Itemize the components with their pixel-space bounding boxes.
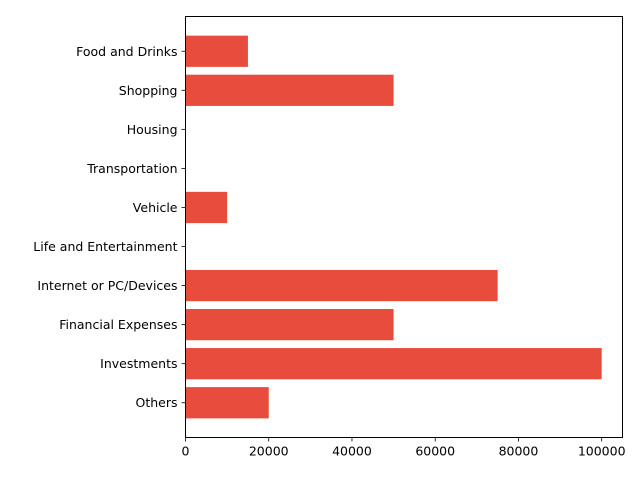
bar-financial-expenses bbox=[185, 309, 394, 341]
bar-food-and-drinks bbox=[185, 35, 248, 67]
y-tick-label: Financial Expenses bbox=[59, 317, 177, 332]
x-tick-label: 20000 bbox=[249, 444, 289, 459]
y-tick-label: Life and Entertainment bbox=[33, 239, 177, 254]
x-axis-ticks: 0 20000 40000 60000 80000 100000 bbox=[182, 437, 626, 459]
x-tick-label: 100000 bbox=[578, 444, 626, 459]
x-tick-label: 40000 bbox=[332, 444, 372, 459]
bar-shopping bbox=[185, 74, 394, 106]
bars-group bbox=[185, 35, 602, 419]
bar-others bbox=[185, 387, 269, 419]
y-tick-label: Housing bbox=[127, 122, 178, 137]
y-tick-label: Others bbox=[135, 395, 177, 410]
x-tick-label: 0 bbox=[182, 444, 190, 459]
y-tick-label: Shopping bbox=[119, 83, 178, 98]
y-tick-label: Investments bbox=[100, 356, 177, 371]
x-tick-label: 60000 bbox=[415, 444, 455, 459]
y-tick-label: Vehicle bbox=[133, 200, 178, 215]
y-tick-label: Food and Drinks bbox=[76, 44, 177, 59]
y-axis-ticks: Food and Drinks Shopping Housing Transporta… bbox=[33, 44, 186, 410]
y-tick-label: Internet or PC/Devices bbox=[37, 278, 177, 293]
y-tick-label: Transportation bbox=[86, 161, 177, 176]
bar-investments bbox=[185, 348, 602, 380]
bar-vehicle bbox=[185, 191, 228, 224]
bar-internet-or-pc-devices bbox=[185, 269, 498, 302]
plot-frame bbox=[185, 16, 623, 438]
x-tick-label: 80000 bbox=[499, 444, 539, 459]
